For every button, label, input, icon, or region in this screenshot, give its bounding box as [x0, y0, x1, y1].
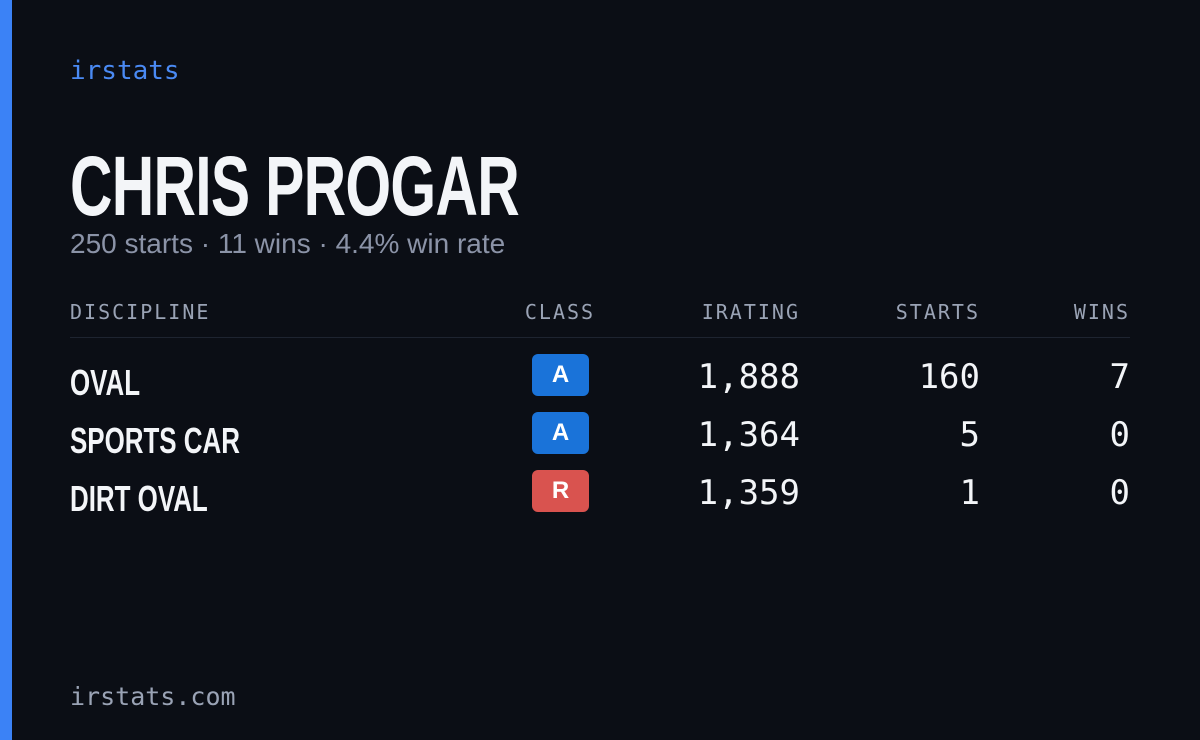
column-header: CLASS — [524, 300, 596, 324]
divider — [70, 337, 1130, 338]
irating: 1,364 — [697, 415, 800, 455]
column-header: STARTS — [895, 300, 980, 324]
starts: 5 — [959, 415, 980, 455]
wins: 7 — [1109, 357, 1130, 397]
column-header: IRATING — [701, 300, 800, 324]
starts: 1 — [959, 473, 980, 513]
irating: 1,359 — [697, 473, 800, 513]
discipline: DIRT OVAL — [70, 478, 208, 519]
starts: 160 — [918, 357, 980, 397]
class-badge: R — [532, 470, 589, 512]
driver-name: CHRIS PROGAR — [70, 139, 520, 233]
accent-bar — [0, 0, 12, 740]
wins: 0 — [1109, 473, 1130, 513]
irating: 1,888 — [697, 357, 800, 397]
summary: 250 starts · 11 wins · 4.4% win rate — [70, 228, 506, 259]
footer-site: irstats.com — [70, 682, 236, 711]
discipline: OVAL — [70, 362, 141, 403]
class-badge: A — [532, 354, 589, 396]
column-header: DISCIPLINE — [70, 300, 211, 324]
discipline: SPORTS CAR — [70, 420, 240, 461]
wins: 0 — [1109, 415, 1130, 455]
column-header: WINS — [1073, 300, 1130, 324]
brand: irstats — [70, 56, 180, 86]
class-badge: A — [532, 412, 589, 454]
